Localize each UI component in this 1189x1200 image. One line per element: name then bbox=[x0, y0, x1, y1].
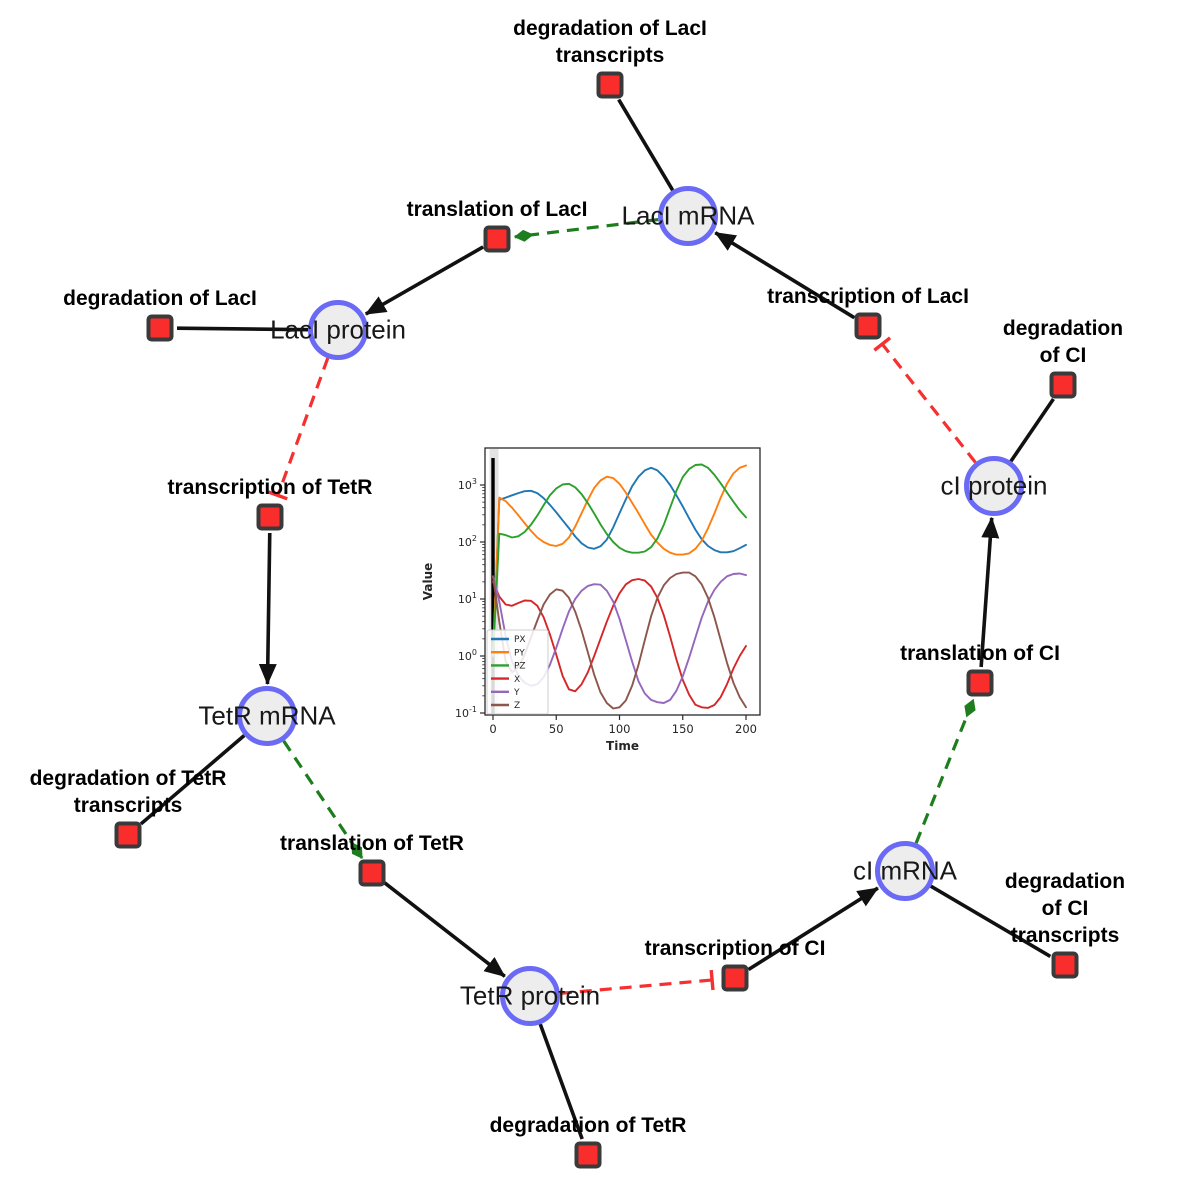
x-axis-label: Time bbox=[606, 739, 639, 753]
reaction-label-deg_lacI_tr: degradation of LacI transcripts bbox=[513, 17, 707, 67]
reaction-label-transl_cI: translation of CI bbox=[900, 642, 1060, 665]
species-label-cI_protein: cI protein bbox=[940, 470, 1048, 501]
species-node-tetR_mRNA[interactable] bbox=[237, 686, 297, 746]
reaction-node-transl_cI[interactable] bbox=[966, 669, 994, 697]
edge-reactant-lacI_protein-deg_lacI bbox=[176, 326, 309, 332]
species-node-lacI_protein[interactable] bbox=[308, 300, 368, 360]
edge-modifier-lacI_mRNA-transl_lacI bbox=[513, 217, 659, 242]
x-tick-label: 50 bbox=[549, 722, 564, 736]
y-axis-label: Value bbox=[421, 563, 435, 601]
legend-label-PY: PY bbox=[514, 648, 525, 658]
species-label-cI_mRNA: cI mRNA bbox=[853, 855, 957, 886]
reaction-node-transc_cI[interactable] bbox=[721, 964, 749, 992]
reaction-node-transl_lacI[interactable] bbox=[483, 225, 511, 253]
reaction-node-transc_lacI[interactable] bbox=[854, 312, 882, 340]
reaction-node-transl_tetR[interactable] bbox=[358, 859, 386, 887]
reaction-node-deg_tetR_tr[interactable] bbox=[114, 821, 142, 849]
edge-product-transl_tetR-tetR_protein bbox=[383, 881, 506, 978]
edge-inhibition-lacI_protein-transc_tetR bbox=[267, 357, 330, 501]
reaction-label-deg_tetR: degradation of TetR bbox=[489, 1114, 687, 1137]
reaction-label-transl_lacI: translation of LacI bbox=[406, 198, 588, 221]
x-tick-label: 100 bbox=[609, 722, 631, 736]
legend-label-PX: PX bbox=[514, 635, 526, 645]
reaction-node-deg_cI[interactable] bbox=[1049, 371, 1077, 399]
legend-label-Y: Y bbox=[513, 688, 520, 698]
edge-inhibition-cI_protein-transc_lacI bbox=[873, 336, 977, 464]
series-line-Z bbox=[492, 571, 747, 710]
edge-reactant-cI_protein-deg_cI bbox=[1009, 398, 1055, 463]
reaction-label-transc_cI: transcription of CI bbox=[644, 937, 826, 960]
species-node-tetR_protein[interactable] bbox=[500, 966, 560, 1026]
species-node-lacI_mRNA[interactable] bbox=[658, 186, 718, 246]
reaction-label-transc_lacI: transcription of LacI bbox=[767, 285, 969, 308]
y-tick-label: 103 bbox=[458, 477, 477, 492]
y-tick-label: 102 bbox=[458, 534, 477, 549]
species-node-cI_mRNA[interactable] bbox=[875, 841, 935, 901]
x-tick-label: 200 bbox=[735, 722, 757, 736]
reaction-label-transc_tetR: transcription of TetR bbox=[167, 476, 373, 499]
species-node-cI_protein[interactable] bbox=[964, 456, 1024, 516]
edge-reactant-tetR_mRNA-deg_tetR_tr bbox=[139, 734, 246, 826]
reaction-node-deg_cI_tr[interactable] bbox=[1051, 951, 1079, 979]
species-label-lacI_protein: LacI protein bbox=[270, 314, 406, 345]
edge-product-transl_lacI-lacI_protein bbox=[364, 245, 485, 316]
reaction-node-deg_lacI_tr[interactable] bbox=[596, 71, 624, 99]
series-line-PY bbox=[492, 464, 747, 657]
series-line-X bbox=[492, 578, 747, 709]
x-tick-label: 0 bbox=[489, 722, 496, 736]
edge-product-transc_tetR-tetR_mRNA bbox=[258, 532, 277, 686]
reaction-label-deg_cI: degradation of CI bbox=[1002, 317, 1124, 367]
series-line-PX bbox=[492, 466, 747, 657]
legend-label-X: X bbox=[514, 675, 520, 685]
reaction-label-deg_tetR_tr: degradation of TetR transcripts bbox=[29, 767, 227, 817]
reaction-node-deg_tetR[interactable] bbox=[574, 1141, 602, 1169]
edge-inhibition-tetR_protein-transc_cI bbox=[559, 969, 715, 995]
reaction-node-deg_lacI[interactable] bbox=[146, 314, 174, 342]
x-tick-label: 150 bbox=[672, 722, 694, 736]
reaction-label-transl_tetR: translation of TetR bbox=[280, 832, 464, 855]
edge-modifier-tetR_mRNA-transl_tetR bbox=[282, 740, 364, 859]
inset-timeseries-chart: 10-1 100 101 102 103 0 50 100 150 200 Time Value PX P… bbox=[421, 447, 761, 753]
edge-product-transc_cI-cI_mRNA bbox=[747, 886, 879, 972]
reaction-node-transc_tetR[interactable] bbox=[256, 503, 284, 531]
edge-product-transl_cI-cI_protein bbox=[979, 516, 1000, 668]
reaction-label-deg_lacI: degradation of LacI bbox=[63, 287, 257, 310]
species-label-tetR_mRNA: TetR mRNA bbox=[198, 700, 336, 731]
edge-reactant-tetR_protein-deg_tetR bbox=[538, 1023, 584, 1140]
edge-reactant-lacI_mRNA-deg_lacI_tr bbox=[617, 98, 675, 192]
legend-label-PZ: PZ bbox=[514, 662, 526, 672]
edge-modifier-cI_mRNA-transl_cI bbox=[914, 698, 976, 844]
legend-label-Z: Z bbox=[514, 701, 520, 711]
y-tick-label: 10-1 bbox=[455, 705, 477, 720]
y-tick-label: 100 bbox=[458, 648, 477, 663]
edge-reactant-cI_mRNA-deg_cI_tr bbox=[929, 884, 1052, 958]
reaction-label-deg_cI_tr: degradation of CI transcripts bbox=[1004, 870, 1126, 947]
series-line-PZ bbox=[492, 463, 747, 657]
species-label-tetR_protein: TetR protein bbox=[459, 980, 601, 1011]
species-label-lacI_mRNA: LacI mRNA bbox=[621, 200, 755, 231]
edge-product-transc_lacI-lacI_mRNA bbox=[714, 231, 856, 320]
y-tick-label: 101 bbox=[458, 591, 477, 606]
